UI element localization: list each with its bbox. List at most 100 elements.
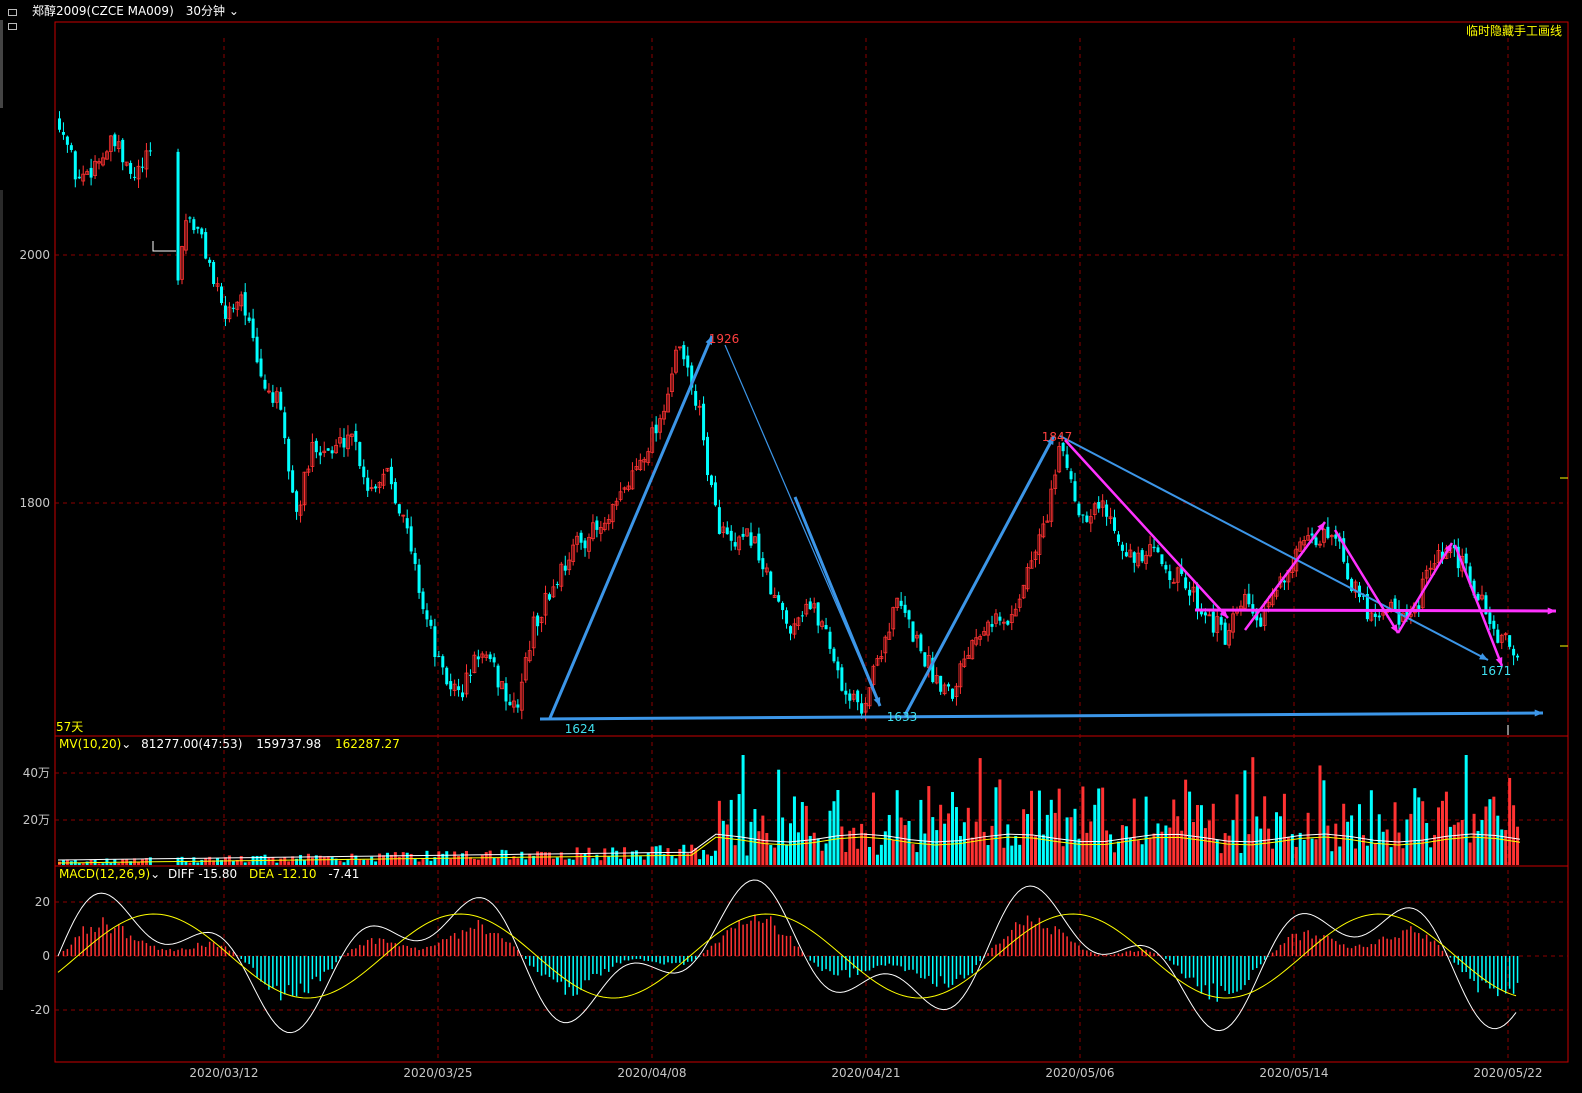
volume-bar	[737, 794, 741, 865]
period-selector[interactable]: 30分钟 ⌄	[186, 2, 239, 19]
volume-bar	[1504, 830, 1508, 865]
volume-bar	[1184, 779, 1188, 865]
candle-body	[500, 681, 504, 690]
volume-bar	[1109, 834, 1113, 865]
volume-bar	[626, 858, 630, 865]
volume-bar	[978, 758, 982, 865]
candle-body	[504, 683, 508, 702]
candle-body	[666, 393, 670, 413]
volume-bar	[1460, 819, 1464, 865]
candle-body	[725, 527, 729, 535]
volume-bar	[919, 799, 923, 865]
volume-bar	[137, 861, 141, 865]
y-macd-label: 0	[42, 949, 50, 963]
candle-body	[220, 286, 224, 304]
volume-indicator-name[interactable]: MV(10,20)⌄	[59, 737, 132, 751]
candle-body	[998, 616, 1002, 621]
chart-frame	[54, 21, 1569, 1063]
candle-body	[306, 468, 311, 473]
candle-body	[366, 477, 370, 491]
volume-bar	[1097, 788, 1101, 865]
candle-body	[334, 444, 338, 454]
candle-body	[1188, 589, 1192, 596]
volume-bar	[417, 861, 421, 865]
hide-drawings-button[interactable]: 临时隐藏手工画线	[1465, 24, 1562, 38]
volume-bar	[1085, 832, 1089, 865]
candle-body	[563, 565, 567, 571]
candle-body	[598, 527, 603, 534]
volume-bar	[1227, 835, 1231, 865]
volume-bar	[342, 862, 346, 865]
volume-bar	[923, 833, 927, 865]
volume-bar	[520, 851, 524, 865]
candle-body	[519, 681, 524, 711]
volume-bar	[1508, 777, 1512, 865]
candle-body	[445, 667, 449, 685]
candle-body	[1247, 593, 1251, 605]
volume-bar	[1263, 796, 1267, 865]
candle-body	[484, 654, 489, 658]
candle-body	[527, 650, 532, 662]
left-scroll-handle-lower[interactable]	[0, 190, 3, 990]
candle-body	[61, 132, 65, 135]
candle-body	[457, 686, 461, 691]
gap-bracket	[152, 241, 176, 252]
candle-body	[176, 151, 180, 281]
candle-body	[279, 391, 283, 410]
volume-bar	[749, 821, 753, 865]
mv10-line	[57, 833, 1521, 861]
candle-body	[1393, 598, 1397, 610]
candle-body	[1503, 633, 1508, 636]
volume-bar	[1101, 787, 1105, 865]
volume-bar	[338, 860, 342, 865]
volume-bar	[860, 823, 864, 865]
candle-body	[342, 437, 346, 448]
volume-value-2: 159737.98	[256, 737, 322, 751]
candle-body	[1009, 614, 1014, 624]
volume-bar	[804, 805, 808, 865]
candle-body	[69, 145, 73, 150]
candle-body	[374, 486, 378, 489]
candle-body	[721, 526, 726, 533]
candle-body	[1346, 563, 1350, 580]
candle-body	[1405, 610, 1409, 619]
volume-bar	[789, 823, 792, 865]
candle-body	[536, 615, 540, 627]
volume-bar	[840, 826, 844, 865]
pink-arrow-up-1-head	[1317, 522, 1325, 531]
pink-horizontal-arrow	[1194, 608, 1557, 613]
window-restore-icon[interactable]	[8, 5, 26, 30]
candle-body	[255, 336, 259, 363]
candle-body	[1065, 454, 1069, 468]
support-line-arrow-head	[1534, 709, 1543, 717]
volume-bar	[354, 855, 358, 865]
volume-bar	[476, 859, 480, 865]
volume-bar	[1105, 830, 1109, 865]
left-scroll-handle[interactable]	[0, 20, 3, 108]
candle-body	[634, 466, 639, 470]
volume-bar	[808, 835, 812, 865]
macd-indicator-name[interactable]: MACD(12,26,9)⌄	[59, 867, 161, 881]
candle-body	[129, 162, 133, 174]
candle-body	[954, 685, 959, 697]
candle-body	[89, 167, 93, 178]
candle-body	[642, 458, 647, 463]
volume-bar	[409, 853, 413, 865]
candle-body	[1274, 589, 1279, 597]
candle-body	[243, 292, 247, 316]
candle-body	[1306, 535, 1311, 541]
volume-bar	[374, 861, 378, 865]
candle-body	[508, 701, 512, 706]
volume-bar	[1199, 805, 1203, 865]
candle-body	[259, 358, 263, 377]
volume-bar	[180, 856, 184, 865]
candle-body	[1045, 520, 1050, 523]
candle-body	[1227, 630, 1231, 646]
volume-bar	[844, 851, 848, 865]
candle-body	[192, 219, 196, 231]
candle-body	[1353, 581, 1358, 593]
volume-bar	[931, 817, 935, 865]
volume-bar	[721, 820, 725, 865]
candle-body	[1397, 609, 1401, 625]
